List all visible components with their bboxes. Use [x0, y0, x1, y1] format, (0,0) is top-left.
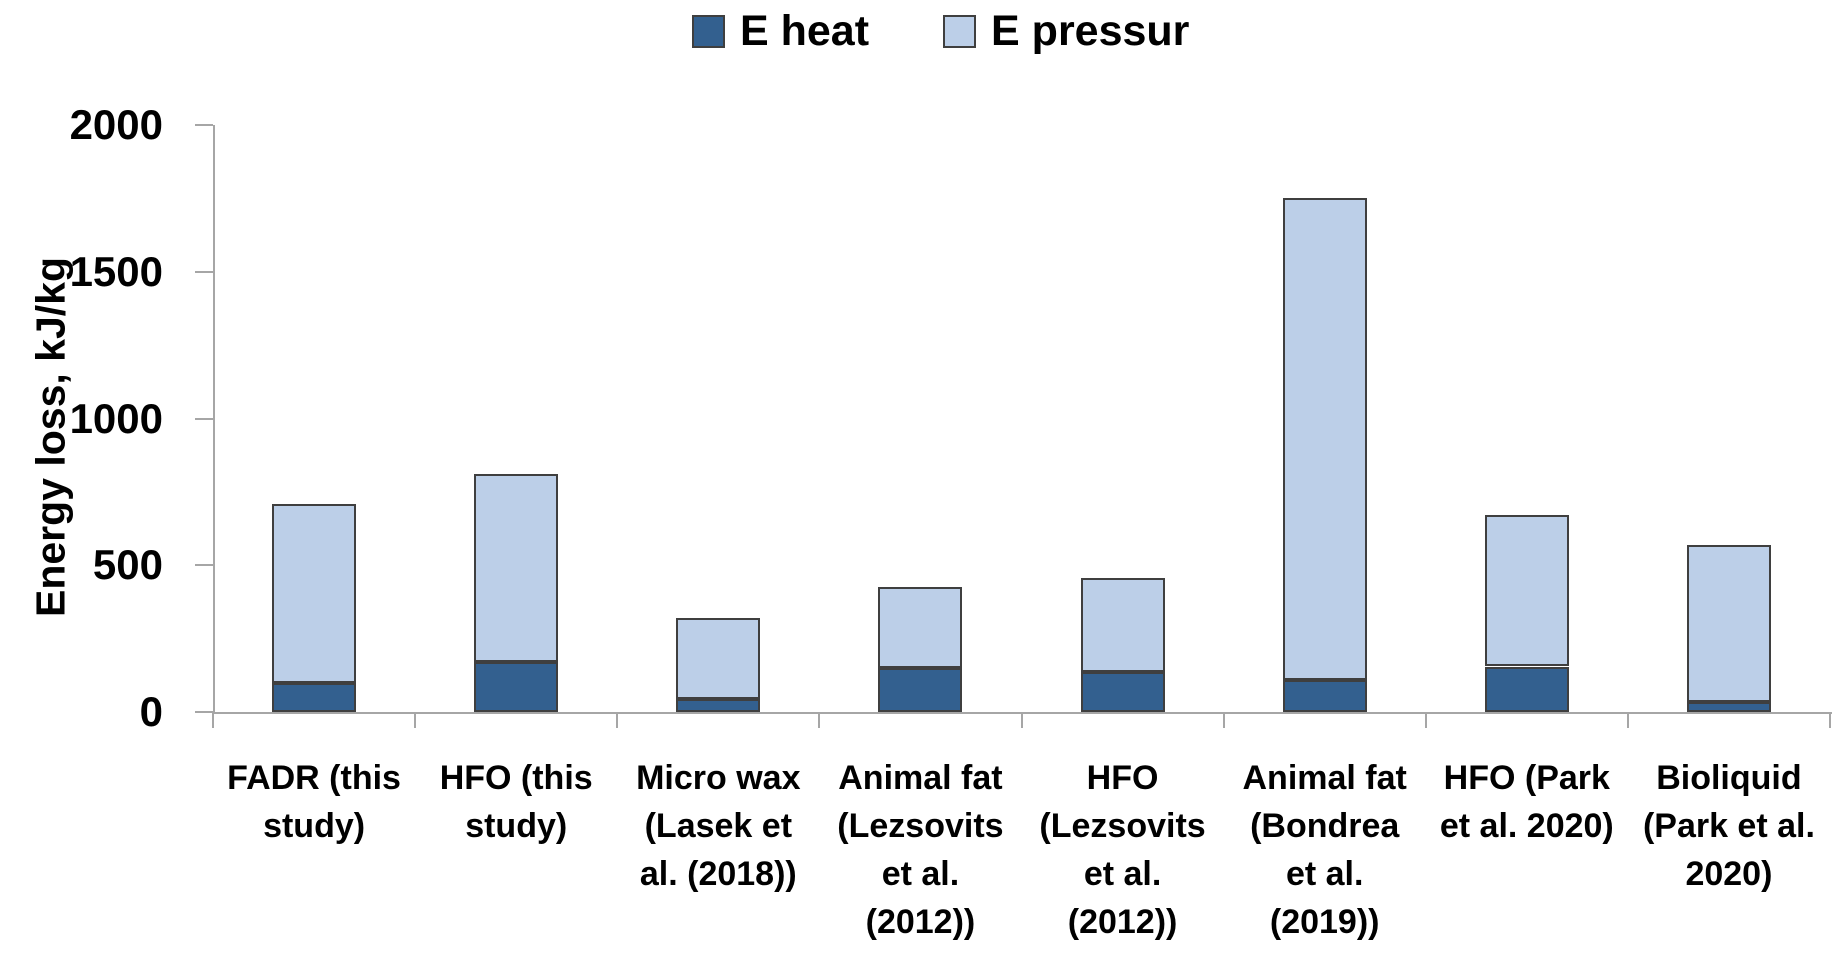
y-tick-mark [195, 564, 213, 567]
legend-swatch-icon [943, 15, 977, 48]
y-tick-mark [195, 711, 213, 713]
x-tick-mark [1424, 712, 1427, 728]
y-tick-mark [195, 270, 213, 273]
x-axis-label: Animal fat (Bondrea et al. (2019)) [1242, 759, 1407, 941]
legend-item-e-pressur: E pressur [943, 10, 1189, 53]
x-axis-label: Bioliquid (Park et al. 2020) [1642, 759, 1815, 893]
x-axis-label: FADR (this study) [227, 759, 401, 845]
legend: E heat E pressur [692, 10, 1189, 53]
legend-label: E heat [740, 7, 870, 55]
bar-segment-e-heat [1282, 679, 1367, 712]
x-tick-mark [616, 712, 619, 728]
bar-segment-e-heat [1484, 666, 1569, 712]
y-tick-mark [195, 417, 213, 420]
legend-swatch-icon [692, 15, 725, 48]
bar-segment-e-heat [676, 698, 761, 712]
bar-segment-e-heat [474, 662, 559, 712]
x-tick-mark [414, 712, 417, 728]
x-tick-mark [1829, 712, 1831, 728]
bar-segment-e-heat [272, 682, 357, 712]
y-tick-label: 1000 [69, 394, 163, 442]
x-tick-mark [1222, 712, 1225, 728]
y-tick-label: 2000 [69, 101, 163, 148]
legend-item-e-heat: E heat [692, 10, 869, 53]
x-tick-mark [818, 712, 821, 728]
x-axis-label: Animal fat (Lezsovits et al. (2012)) [837, 759, 1004, 941]
y-tick-label: 0 [139, 688, 163, 735]
bar-segment-e-pressur [1484, 515, 1569, 667]
x-axis-line [213, 712, 1832, 714]
bar-segment-e-heat [1686, 701, 1771, 712]
bar-segment-e-pressur [676, 618, 761, 699]
bar-segment-e-pressur [1686, 544, 1771, 702]
x-tick-mark [1626, 712, 1629, 728]
bar-segment-e-pressur [878, 587, 963, 668]
bar-segment-e-pressur [272, 503, 357, 683]
bar-segment-e-pressur [474, 474, 559, 663]
x-tick-mark [1020, 712, 1023, 728]
legend-label: E pressur [991, 7, 1190, 55]
bar-segment-e-pressur [1080, 578, 1165, 673]
x-axis-label: Micro wax (Lasek et al. (2018)) [636, 759, 801, 893]
x-tick-mark [212, 712, 214, 728]
y-tick-mark [195, 124, 213, 126]
x-axis-label: HFO (Park et al. 2020) [1439, 759, 1614, 845]
y-axis-line [213, 125, 215, 714]
bar-segment-e-heat [1080, 672, 1165, 712]
x-axis-label: HFO (this study) [439, 759, 593, 845]
bar-segment-e-pressur [1282, 198, 1367, 680]
y-tick-label: 500 [92, 541, 163, 589]
bar-segment-e-heat [878, 667, 963, 712]
x-axis-label: HFO (Lezsovits et al. (2012)) [1039, 759, 1206, 941]
y-tick-label: 1500 [69, 247, 163, 295]
